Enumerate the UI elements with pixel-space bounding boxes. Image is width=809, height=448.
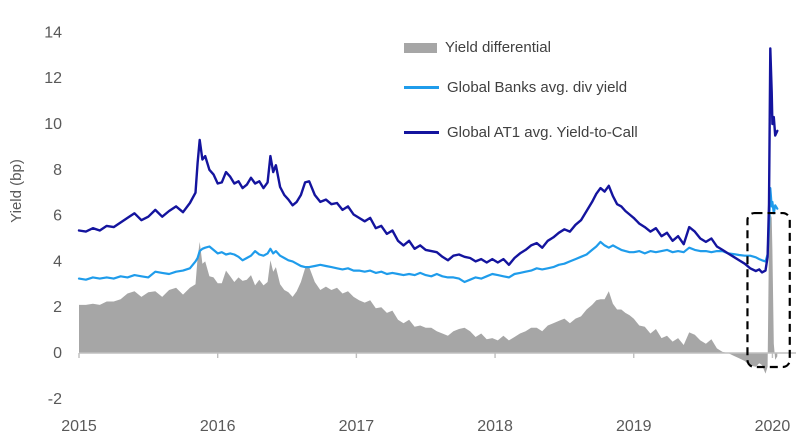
y-axis-title: Yield (bp): [8, 159, 25, 223]
y-tick-label: -2: [48, 391, 62, 408]
x-tick-label: 2016: [200, 418, 236, 435]
x-tick-label: 2015: [61, 418, 97, 435]
y-tick-label: 0: [53, 345, 62, 362]
y-tick-label: 14: [44, 24, 62, 41]
legend-item-div-yield: Global Banks avg. div yield: [404, 79, 627, 96]
legend-label: Yield differential: [445, 39, 551, 56]
y-tick-label: 10: [44, 116, 62, 133]
x-tick-label: 2017: [339, 418, 375, 435]
yield-differential-swatch: [404, 42, 437, 53]
y-tick-label: 4: [53, 253, 62, 270]
at1-line: [77, 47, 779, 274]
legend-label: Global Banks avg. div yield: [447, 79, 628, 96]
div-yield-line-swatch: [404, 86, 439, 89]
annotation-dashed-box: [746, 211, 791, 369]
x-tick-label: 2019: [616, 418, 652, 435]
at1-line-swatch: [404, 131, 439, 134]
x-tick-label: 2018: [477, 418, 513, 435]
legend-label: Global AT1 avg. Yield-to-Call: [447, 124, 638, 141]
x-tick-label: 2020: [755, 418, 791, 435]
y-tick-label: 2: [53, 299, 62, 316]
y-tick-label: 8: [53, 162, 62, 179]
y-tick-label: 12: [44, 70, 62, 87]
legend-item-at1-yield: Global AT1 avg. Yield-to-Call: [404, 124, 638, 141]
differential-area: [79, 213, 778, 374]
legend-item-yield-differential: Yield differential: [404, 39, 551, 56]
div-yield-line: [77, 187, 779, 284]
y-tick-label: 6: [53, 208, 62, 225]
